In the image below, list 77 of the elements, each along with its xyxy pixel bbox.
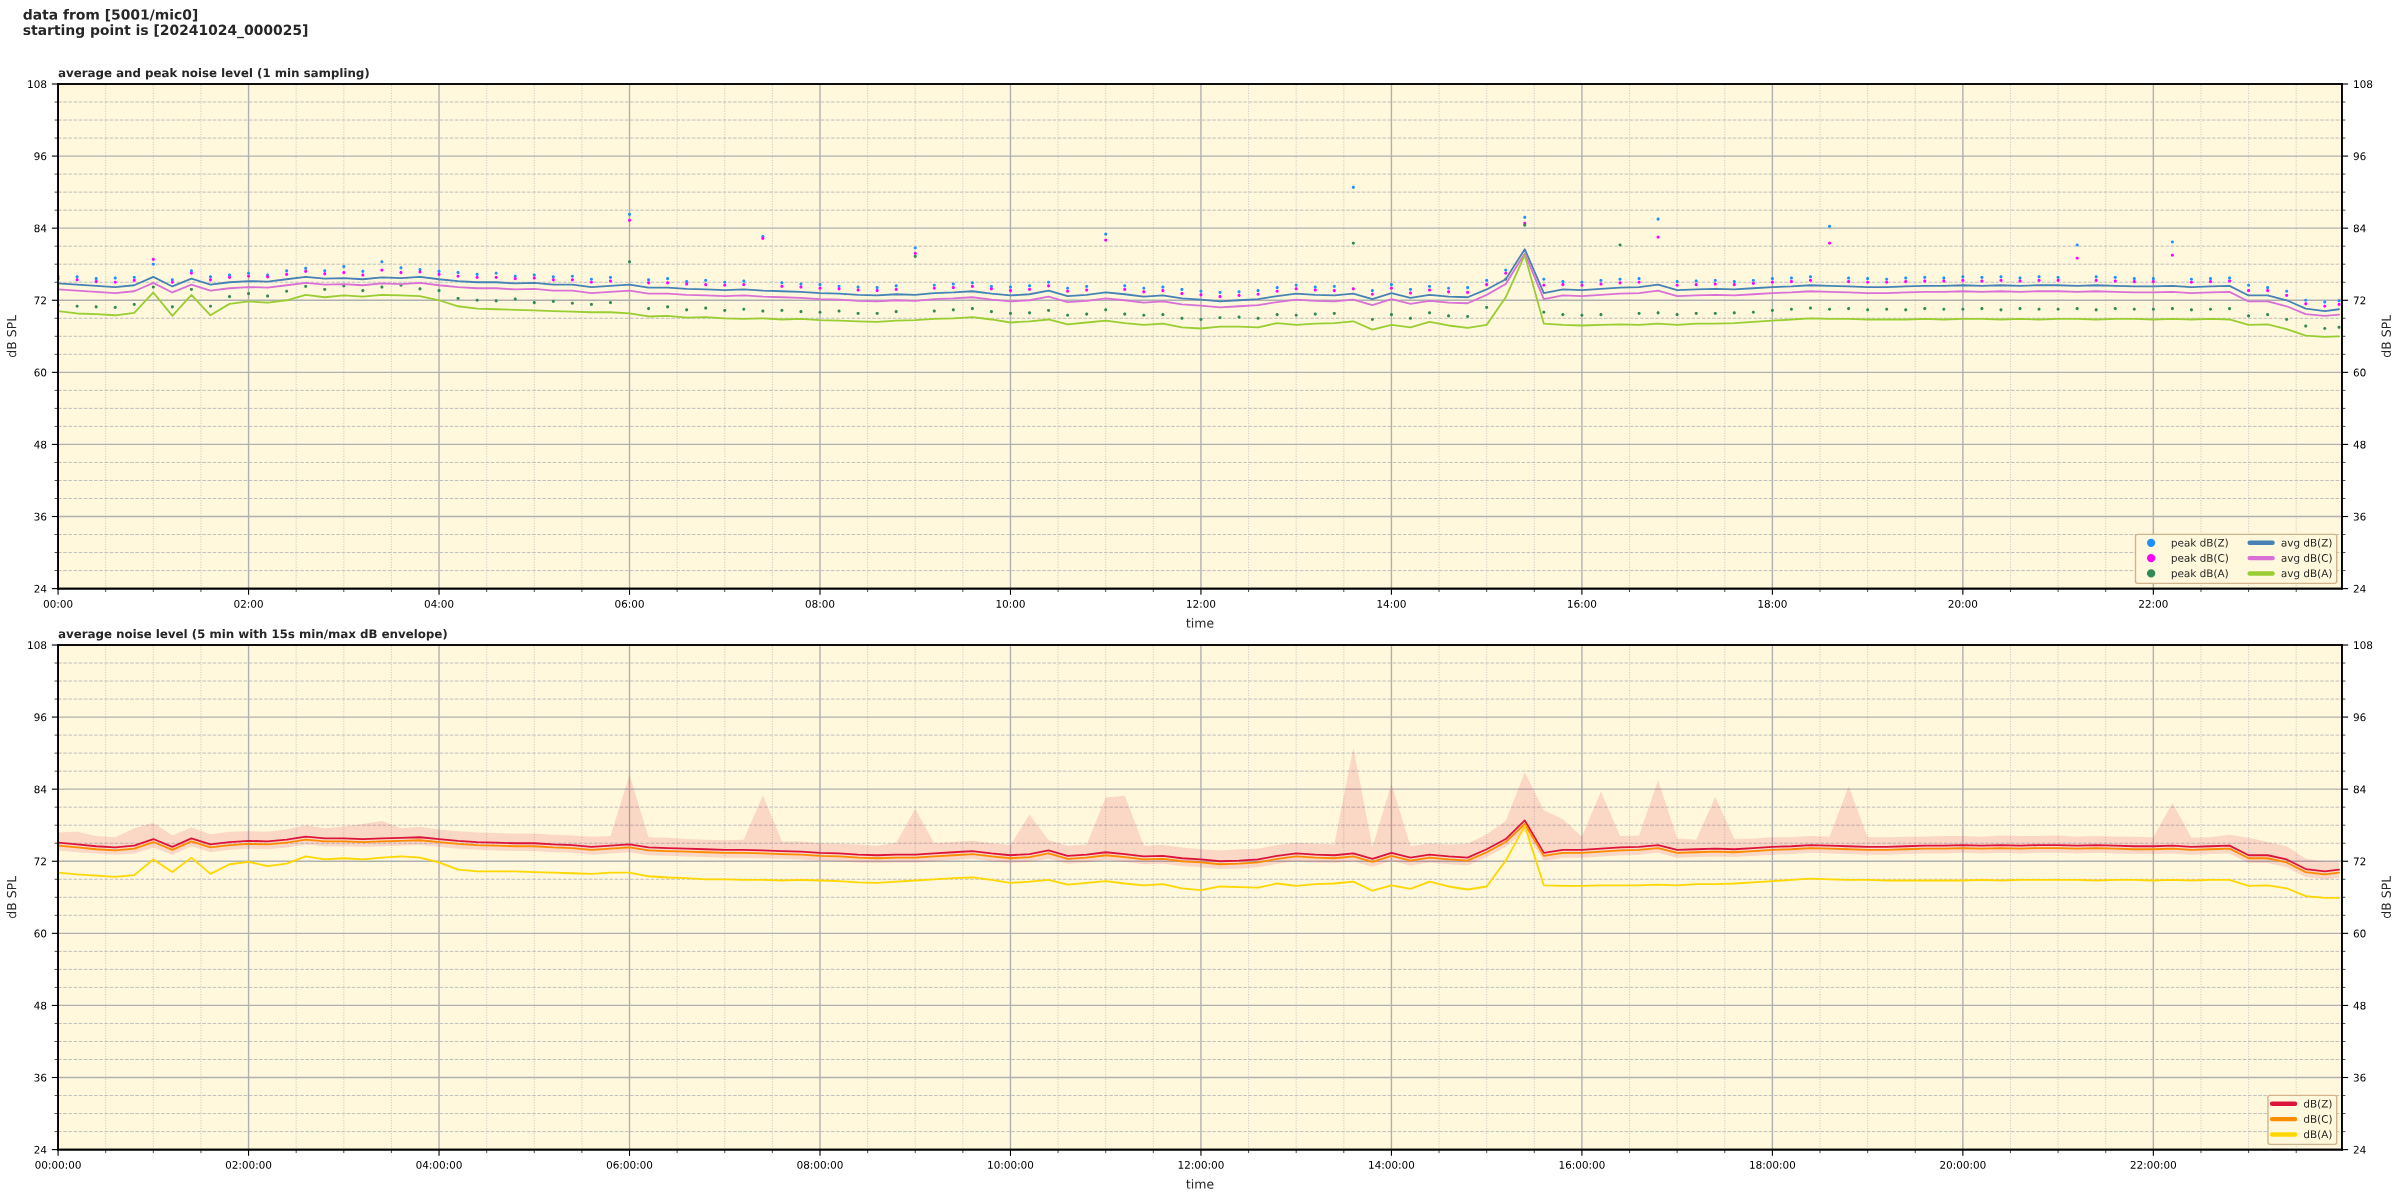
x-tick-label: 04:00:00 xyxy=(416,1160,462,1169)
y2-tick-label: 72 xyxy=(2353,296,2366,305)
y-tick-label: 72 xyxy=(34,296,46,305)
x-tick-label: 18:00 xyxy=(1758,599,1787,608)
x-tick-label: 12:00 xyxy=(1187,599,1216,608)
x-tick-label: 12:00:00 xyxy=(1178,1160,1224,1169)
y2-tick-label: 36 xyxy=(2353,1073,2366,1082)
x-tick-label: 22:00:00 xyxy=(2130,1160,2177,1169)
x-tick-label: 06:00:00 xyxy=(606,1160,653,1169)
text: starting point is [20241024_000025] xyxy=(23,24,308,39)
x-axis-title: time xyxy=(1186,618,1214,628)
y-tick-label: 60 xyxy=(34,368,47,377)
y2-tick-label: 24 xyxy=(2353,1145,2366,1154)
y2-tick-label: 48 xyxy=(2353,1001,2366,1010)
x-tick-label: 04:00 xyxy=(424,599,454,608)
y2-tick-label: 24 xyxy=(2353,584,2366,593)
x-tick-label: 14:00 xyxy=(1377,599,1406,608)
x-tick-label: 16:00:00 xyxy=(1559,1160,1605,1169)
x-tick-label: 08:00:00 xyxy=(797,1160,843,1169)
legend-label: peak dB(A) xyxy=(2171,569,2228,580)
x-tick-label: 10:00:00 xyxy=(988,1160,1034,1169)
x-tick-label: 00:00 xyxy=(43,599,73,608)
text: data from [5001/mic0] xyxy=(23,9,198,22)
line-series xyxy=(58,254,2340,338)
y-tick-label: 72 xyxy=(34,857,46,866)
y-tick-label: 48 xyxy=(34,1001,47,1010)
y2-axis-title: dB SPL xyxy=(2381,314,2391,358)
x-tick-label: 22:00 xyxy=(2139,599,2168,608)
y-tick-label: 84 xyxy=(34,224,47,233)
legend-label: peak dB(Z) xyxy=(2171,538,2228,549)
x-tick-label: 16:00 xyxy=(1568,599,1597,608)
x-tick-label: 10:00 xyxy=(996,599,1025,608)
legend-label: dB(A) xyxy=(2303,1130,2332,1140)
x-tick-label: 14:00:00 xyxy=(1369,1160,1415,1169)
y2-tick-label: 48 xyxy=(2353,440,2366,449)
y-tick-label: 96 xyxy=(34,713,47,722)
y2-tick-label: 60 xyxy=(2353,368,2366,377)
y2-tick-label: 108 xyxy=(2354,80,2373,89)
y2-tick-label: 60 xyxy=(2353,929,2366,938)
y2-axis-title: dB SPL xyxy=(2381,875,2391,919)
legend-label: peak dB(C) xyxy=(2171,553,2228,564)
y-tick-label: 96 xyxy=(34,152,47,161)
y-axis-title: dB SPL xyxy=(6,314,17,358)
x-axis-title: time xyxy=(1186,1179,1214,1189)
x-tick-label: 08:00 xyxy=(805,599,835,608)
y-tick-label: 24 xyxy=(34,1145,47,1154)
y-axis-title: dB SPL xyxy=(6,875,17,919)
y-tick-label: 48 xyxy=(34,440,47,449)
legend-label: avg dB(C) xyxy=(2281,553,2332,564)
x-tick-label: 00:00:00 xyxy=(35,1160,81,1169)
y2-tick-label: 84 xyxy=(2353,224,2366,233)
y2-tick-label: 72 xyxy=(2353,857,2366,866)
y-tick-label: 60 xyxy=(34,929,47,938)
y-tick-label: 36 xyxy=(34,512,47,521)
y2-tick-label: 36 xyxy=(2353,512,2366,521)
y-tick-label: 36 xyxy=(34,1073,47,1082)
legend-label: avg dB(Z) xyxy=(2281,538,2332,549)
y-tick-label: 108 xyxy=(28,641,47,650)
chart-title: average noise level (5 min with 15s min/max dB envelope) xyxy=(58,629,447,641)
x-tick-label: 02:00:00 xyxy=(225,1160,272,1169)
x-tick-label: 20:00:00 xyxy=(1940,1160,1986,1169)
y-tick-label: 108 xyxy=(28,80,47,89)
chart-title: average and peak noise level (1 min sampling) xyxy=(58,68,369,80)
y2-tick-label: 96 xyxy=(2353,152,2366,161)
y2-tick-label: 84 xyxy=(2353,785,2366,794)
line-series xyxy=(58,824,2340,899)
legend-label: avg dB(A) xyxy=(2281,569,2332,580)
x-tick-label: 06:00 xyxy=(615,599,644,608)
x-tick-label: 18:00:00 xyxy=(1750,1160,1796,1169)
y-tick-label: 24 xyxy=(34,584,47,593)
y-tick-label: 84 xyxy=(34,785,47,794)
y2-tick-label: 108 xyxy=(2354,641,2373,650)
x-tick-label: 20:00 xyxy=(1948,599,1978,608)
y2-tick-label: 96 xyxy=(2353,713,2366,722)
legend-label: dB(C) xyxy=(2303,1114,2332,1125)
legend-label: dB(Z) xyxy=(2303,1099,2332,1109)
x-tick-label: 02:00 xyxy=(234,599,263,608)
